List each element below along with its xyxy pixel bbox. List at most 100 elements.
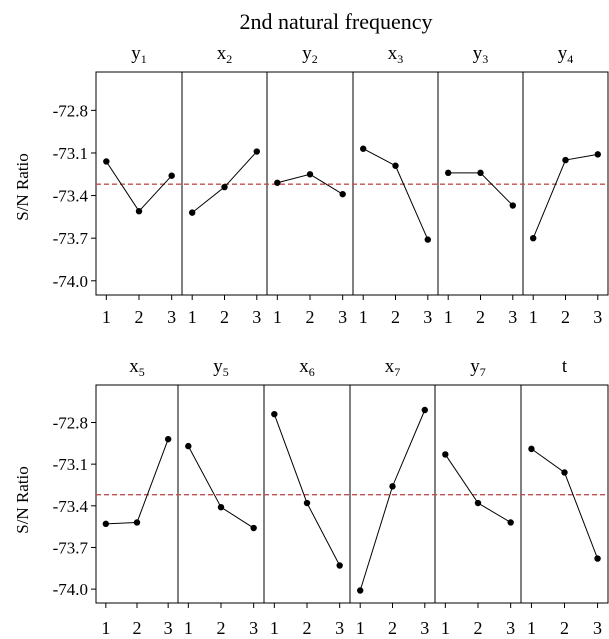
x-tick-label: 1 (102, 307, 111, 327)
y-axis-label-bottom: S/N Ratio (13, 466, 32, 534)
factor-label-sub: 1 (141, 52, 147, 66)
y-tick-label: -73.1 (53, 455, 88, 474)
panel-frame (95, 71, 609, 296)
factor-label-main: x (385, 356, 395, 377)
series-line (359, 409, 426, 591)
chart-title: 2nd natural frequency (239, 9, 432, 34)
data-point (189, 209, 196, 216)
x-tick-label: 1 (527, 618, 536, 638)
data-point (445, 169, 452, 177)
x-tick-label: 2 (217, 618, 226, 638)
factor-x7: x7 1 2 3 (356, 356, 430, 638)
data-point (250, 524, 257, 532)
factor-label: y7 (470, 356, 486, 379)
factor-label: x7 (385, 356, 401, 379)
data-point (594, 151, 601, 158)
factor-label-main: y (558, 43, 568, 64)
y-tick-label: -74.0 (53, 580, 88, 599)
factor-y3: y31 2 3 (444, 43, 518, 327)
x-tick-label: 2 (220, 307, 229, 327)
x-tick-label: 1 (184, 618, 193, 638)
factor-label-sub: 2 (312, 52, 318, 66)
x-tick-label: 2 (561, 307, 570, 327)
data-point (389, 483, 396, 490)
data-point (306, 171, 314, 178)
data-point (528, 445, 535, 453)
data-point (253, 148, 260, 155)
factor-label-main: y (213, 356, 223, 377)
factor-label-main: t (562, 356, 568, 377)
data-point (103, 158, 110, 165)
x-tick-label: 1 (444, 307, 453, 327)
factor-label-main: x (299, 356, 309, 377)
data-point (185, 442, 192, 450)
x-tick-label: 1 (356, 618, 365, 638)
factor-label: y5 (213, 356, 229, 379)
x-tick-label: 2 (306, 307, 315, 327)
y-tick-label: -73.7 (53, 229, 89, 248)
factor-label-main: x (217, 43, 227, 64)
data-point (561, 469, 568, 476)
x-tick-label: 2 (560, 618, 569, 638)
factor-label: y1 (131, 43, 147, 66)
data-point (562, 156, 569, 164)
y-tick-label: -74.0 (53, 272, 88, 291)
data-point (217, 503, 225, 511)
data-point (271, 410, 278, 418)
factor-label-sub: 2 (226, 52, 232, 66)
data-point (339, 190, 346, 198)
x-tick-label: 2 (303, 618, 312, 638)
x-tick-label: 3 (338, 307, 347, 327)
series-line (362, 148, 429, 240)
data-point (221, 183, 228, 191)
series-line (448, 172, 514, 206)
factor-label-sub: 3 (482, 52, 488, 66)
factor-x3: x31 2 3 (359, 43, 433, 327)
data-point (274, 179, 281, 186)
factor-label-sub: 4 (567, 52, 573, 66)
x-tick-label: 3 (252, 307, 261, 327)
data-point (135, 207, 143, 215)
series-line (444, 454, 511, 523)
factor-y5: y5 1 2 3 (184, 356, 258, 638)
x-tick-label: 3 (508, 307, 517, 327)
x-tick-label: 1 (273, 307, 282, 327)
x-tick-label: 2 (388, 618, 397, 638)
factor-x2: x21 2 3 (188, 43, 262, 327)
data-point (168, 172, 175, 179)
x-tick-label: 3 (249, 618, 258, 638)
factor-label: t (562, 356, 568, 377)
factor-x5: x5 1 2 3 (101, 356, 172, 638)
factor-y4: y4 1 2 3 (529, 43, 603, 327)
factor-label-sub: 5 (139, 365, 145, 379)
x-tick-label: 1 (101, 618, 110, 638)
data-point (336, 562, 343, 569)
x-tick-label: 3 (593, 618, 602, 638)
x-tick-label: 3 (164, 618, 173, 638)
factor-label: x6 (299, 356, 315, 379)
y-tick-label: -73.4 (53, 497, 89, 516)
factor-label-sub: 5 (223, 365, 229, 379)
x-tick-label: 2 (476, 307, 485, 327)
factor-label-main: y (473, 43, 483, 64)
x-tick-label: 3 (423, 307, 432, 327)
factor-label: x2 (217, 43, 233, 66)
factor-label-sub: 7 (394, 365, 400, 379)
data-point (474, 499, 482, 507)
factor-label: y2 (302, 43, 318, 66)
panel-frame (95, 384, 609, 604)
series-line (187, 445, 254, 529)
x-tick-label: 3 (335, 618, 344, 638)
x-tick-label: 2 (391, 307, 400, 327)
series-line (273, 413, 341, 566)
factor-label: x5 (129, 356, 145, 379)
series-line (191, 151, 258, 214)
factor-label-main: y (131, 43, 141, 64)
y-tick-label: -73.1 (53, 144, 88, 163)
factor-label-main: y (470, 356, 480, 377)
factor-label-sub: 7 (480, 365, 486, 379)
data-point (357, 587, 364, 594)
factor-t: t 1 2 3 (527, 356, 602, 638)
x-tick-label: 2 (135, 307, 144, 327)
